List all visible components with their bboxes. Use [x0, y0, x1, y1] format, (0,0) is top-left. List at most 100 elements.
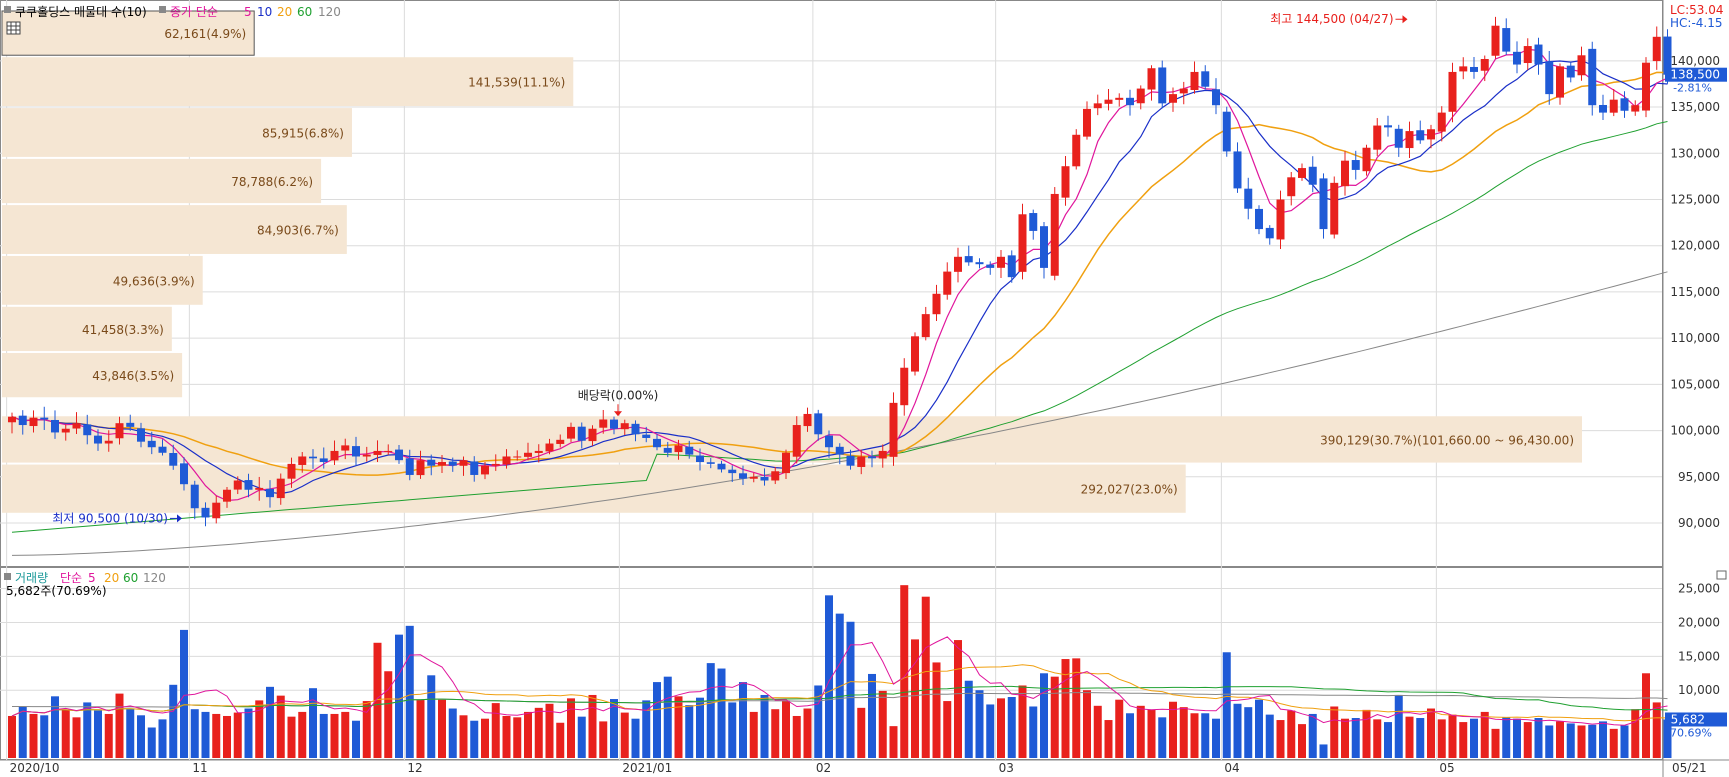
candle-body — [792, 425, 801, 457]
volume-bar — [534, 707, 543, 758]
volume-bar — [739, 682, 747, 758]
volume-bar — [1298, 724, 1306, 758]
candle-body — [706, 462, 715, 464]
candle-body — [1577, 55, 1586, 76]
candle-body — [287, 463, 296, 479]
volume-profile-label: 292,027(23.0%) — [1081, 483, 1178, 497]
high-arrowhead — [1402, 15, 1408, 24]
candle-body — [900, 367, 909, 406]
volume-bar — [330, 713, 339, 758]
candle-body — [72, 423, 81, 429]
volume-profile-bar — [2, 57, 574, 107]
vma20-label: 20 — [104, 571, 119, 585]
candle-body — [760, 476, 769, 481]
candle-body — [352, 446, 360, 457]
volume-bar — [1384, 722, 1392, 758]
volume-bar — [1255, 699, 1263, 758]
volume-bar — [835, 613, 844, 758]
candle-body — [1126, 97, 1134, 106]
volume-bar — [932, 662, 941, 758]
volume-bar — [1416, 718, 1425, 758]
high-annotation: 최고 144,500 (04/27) — [1270, 12, 1393, 26]
volume-menu-icon[interactable] — [4, 573, 11, 580]
vma120-label: 120 — [143, 571, 166, 585]
indicator-title: 쿠쿠홀딩스 매물대 수(10) — [15, 5, 147, 19]
volume-bar — [61, 709, 70, 758]
volume-bar — [18, 706, 27, 758]
volume-tick-label: 20,000 — [1678, 615, 1720, 629]
volume-bar — [1287, 710, 1296, 758]
candle-body — [964, 256, 973, 263]
candle-body — [319, 458, 328, 463]
volume-bar — [1007, 697, 1016, 758]
candle-body — [491, 463, 500, 466]
volume-legend: 거래량 단순 5 20 60 120 5,682주(70.69%) — [4, 571, 166, 598]
dividend-arrowhead — [614, 411, 622, 417]
candle-body — [534, 450, 543, 453]
candle-body — [126, 422, 135, 427]
current-volume-label: 5,682 — [1671, 712, 1705, 726]
candle-body — [1040, 226, 1048, 268]
volume-profile-bar — [2, 205, 347, 254]
volume-bar — [513, 717, 522, 758]
candle-body — [384, 450, 393, 452]
volume-bar — [1115, 699, 1124, 758]
volume-bar — [642, 700, 651, 758]
candle-body — [1061, 166, 1070, 198]
candle-body — [771, 471, 780, 481]
candle-body — [1018, 214, 1027, 272]
volume-bar — [1373, 719, 1382, 758]
ma5-line — [11, 48, 1668, 502]
volume-bar — [1513, 718, 1521, 758]
volume-bar — [459, 715, 468, 758]
volume-bar — [405, 625, 414, 758]
volume-bar — [857, 707, 866, 758]
data-table-icon[interactable] — [6, 21, 21, 35]
candle-body — [1276, 199, 1285, 240]
volume-bar — [1448, 714, 1457, 758]
candle-body — [29, 417, 38, 427]
ma5-label: 5 — [244, 5, 252, 19]
candle-body — [739, 473, 747, 479]
volume-panel-button-icon[interactable] — [1716, 570, 1727, 580]
candle-body — [1609, 99, 1618, 113]
volume-bar — [1212, 718, 1220, 758]
candle-body — [717, 463, 726, 470]
volume-bar — [373, 642, 382, 758]
price-tick-label: 95,000 — [1678, 470, 1720, 484]
volume-bar — [1545, 725, 1554, 758]
volume-bar — [1502, 717, 1511, 758]
volume-bar — [1588, 724, 1597, 758]
candle-body — [577, 426, 586, 441]
candle-body — [1083, 108, 1091, 137]
candle-body — [631, 423, 640, 435]
volume-tick-label: 10,000 — [1678, 683, 1720, 697]
volume-bar — [1050, 676, 1059, 758]
candle-body — [1534, 44, 1543, 65]
month-tick-label: 04 — [1224, 761, 1239, 775]
candle-body — [115, 423, 124, 439]
candle-body — [1652, 36, 1661, 62]
candle-body — [1351, 160, 1360, 170]
candle-body — [1190, 71, 1199, 91]
current-change-label: -2.81% — [1673, 82, 1712, 95]
candle-body — [943, 271, 952, 295]
volume-bar — [287, 716, 296, 758]
panel-menu-icon[interactable] — [4, 6, 11, 13]
candle-body — [1244, 188, 1253, 209]
candle-body — [997, 256, 1005, 268]
volume-bar — [900, 585, 909, 758]
volume-bar — [8, 715, 16, 758]
volume-bar — [40, 715, 49, 758]
candle-body — [1459, 66, 1468, 72]
candle-body — [889, 402, 898, 457]
price-ma-label: 종가 단순 — [170, 5, 218, 19]
candle-body — [1556, 66, 1564, 98]
volume-bar — [696, 697, 704, 758]
candle-body — [1298, 168, 1306, 178]
volume-bar — [223, 715, 231, 758]
volume-bar — [244, 708, 253, 758]
price-tick-label: 115,000 — [1670, 285, 1720, 299]
candle-body — [427, 459, 436, 466]
volume-bar — [846, 621, 855, 758]
